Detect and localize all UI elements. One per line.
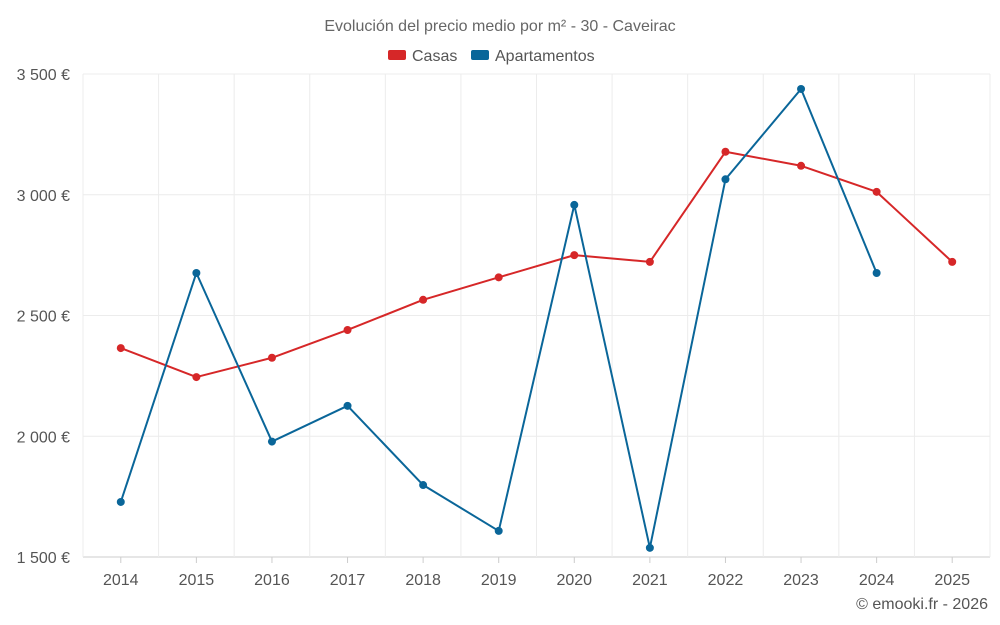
- credit-text: © emooki.fr - 2026: [856, 596, 988, 613]
- legend-label: Apartamentos: [495, 48, 595, 65]
- series-casas: [116, 147, 957, 382]
- data-point[interactable]: [116, 344, 125, 353]
- grid: [82, 73, 991, 558]
- x-tick-label: 2017: [330, 572, 366, 589]
- data-point[interactable]: [419, 481, 428, 490]
- x-tick-label: 2023: [783, 572, 819, 589]
- data-point[interactable]: [343, 325, 352, 334]
- legend: Casas Apartamentos: [388, 48, 595, 65]
- y-tick-label: 3 000 €: [17, 188, 70, 205]
- data-point[interactable]: [948, 257, 957, 266]
- data-point[interactable]: [797, 161, 806, 170]
- x-tick-label: 2018: [405, 572, 441, 589]
- x-axis: 2014 2015 2016 2017 2018 2019 2020 2021 2022 2023…: [103, 557, 970, 589]
- chart-title: Evolución del precio medio por m² - 30 -…: [324, 18, 675, 35]
- legend-item-apartamentos[interactable]: Apartamentos: [471, 48, 595, 65]
- data-point[interactable]: [872, 187, 881, 196]
- data-point[interactable]: [645, 257, 654, 266]
- data-point[interactable]: [872, 268, 881, 277]
- legend-swatch: [388, 50, 406, 60]
- data-point[interactable]: [570, 200, 579, 209]
- legend-swatch: [471, 50, 489, 60]
- x-tick-label: 2016: [254, 572, 290, 589]
- series-group: [116, 84, 957, 552]
- y-axis: 1 500 € 2 000 € 2 500 € 3 000 € 3 500 €: [17, 67, 70, 567]
- data-point[interactable]: [721, 175, 730, 184]
- x-tick-label: 2020: [556, 572, 592, 589]
- y-tick-label: 3 500 €: [17, 67, 70, 84]
- x-tick-label: 2014: [103, 572, 139, 589]
- data-point[interactable]: [343, 401, 352, 410]
- data-point[interactable]: [192, 373, 201, 382]
- data-point[interactable]: [192, 268, 201, 277]
- x-tick-label: 2021: [632, 572, 668, 589]
- data-point[interactable]: [797, 84, 806, 93]
- data-point[interactable]: [645, 543, 654, 552]
- series-line: [120, 150, 953, 379]
- x-tick-label: 2024: [859, 572, 895, 589]
- data-point[interactable]: [721, 147, 730, 156]
- y-tick-label: 2 500 €: [17, 309, 70, 326]
- data-point[interactable]: [494, 526, 503, 535]
- data-point[interactable]: [494, 273, 503, 282]
- data-point[interactable]: [267, 437, 276, 446]
- x-tick-label: 2022: [708, 572, 744, 589]
- x-tick-label: 2015: [179, 572, 215, 589]
- legend-item-casas[interactable]: Casas: [388, 48, 457, 65]
- data-point[interactable]: [116, 497, 125, 506]
- y-tick-label: 1 500 €: [17, 550, 70, 567]
- data-point[interactable]: [267, 353, 276, 362]
- series-apartamentos: [116, 84, 881, 552]
- x-tick-label: 2025: [934, 572, 970, 589]
- y-tick-label: 2 000 €: [17, 429, 70, 446]
- legend-label: Casas: [412, 48, 457, 65]
- x-tick-label: 2019: [481, 572, 517, 589]
- data-point[interactable]: [419, 295, 428, 304]
- data-point[interactable]: [570, 251, 579, 260]
